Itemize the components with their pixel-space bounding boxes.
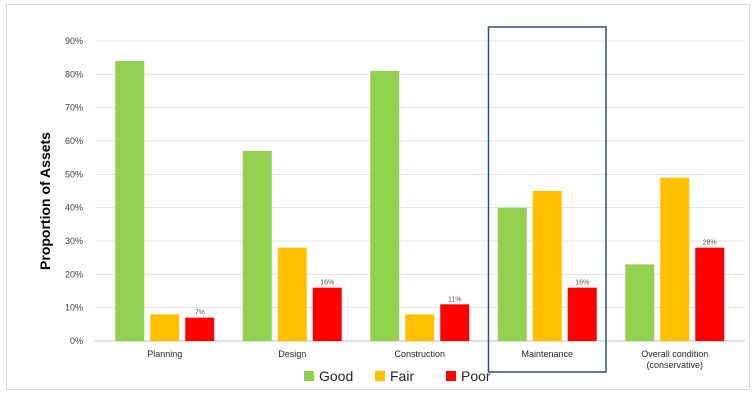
x-tick-label: (conservative) [646,360,703,370]
bar-fair [532,191,562,341]
bar-poor [695,247,725,341]
bar-good [242,151,272,341]
x-tick-label: Planning [147,349,182,359]
y-tick-label: 0% [70,336,83,346]
data-label: 16% [575,280,589,287]
y-axis-ticks: 0% 10% 20% 30% 40% 50% 60% 70% 80% 90% [65,36,83,346]
bar-chart: 0% 10% 20% 30% 40% 50% 60% 70% 80% 90% Proportion… [37,26,745,384]
bar-fair [150,314,180,341]
bar-poor [185,317,215,341]
x-tick-label: Maintenance [521,349,573,359]
legend-swatch-poor [446,371,456,381]
y-tick-label: 60% [65,136,83,146]
y-tick-label: 50% [65,169,83,179]
y-tick-label: 80% [65,69,83,79]
y-tick-label: 20% [65,269,83,279]
legend-label-poor: Poor [461,368,491,384]
bar-good [497,207,527,341]
chart-frame: 0% 10% 20% 30% 40% 50% 60% 70% 80% 90% Proportion… [6,4,750,390]
y-tick-label: 10% [65,303,83,313]
x-tick-label: Construction [394,349,445,359]
legend-swatch-good [304,371,314,381]
bar-good [625,264,655,341]
y-tick-label: 90% [65,36,83,46]
bar-good [370,71,400,341]
bar-fair [405,314,435,341]
x-axis-ticks: Planning Design Construction Maintenance Ove… [147,349,708,370]
legend-swatch-fair [375,371,385,381]
gridlines [95,40,745,342]
bars: 7% 16% 11% 16% 28% [115,61,725,341]
y-axis-label: Proportion of Assets [37,132,53,270]
data-label: 11% [448,296,462,303]
data-label: 7% [195,310,205,317]
data-label: 16% [320,280,334,287]
bar-poor [440,304,470,341]
bar-poor [567,287,597,341]
y-tick-label: 40% [65,203,83,213]
bar-good [115,61,145,341]
y-tick-label: 30% [65,236,83,246]
y-tick-label: 70% [65,103,83,113]
bar-fair [660,177,690,341]
legend: Good Fair Poor [304,368,491,384]
bar-poor [312,287,342,341]
x-tick-label: Overall condition [641,349,708,359]
legend-label-good: Good [319,368,353,384]
data-label: 28% [703,240,717,247]
x-tick-label: Design [278,349,306,359]
bar-fair [277,247,307,341]
legend-label-fair: Fair [390,368,414,384]
maintenance-highlight-box [487,26,607,373]
